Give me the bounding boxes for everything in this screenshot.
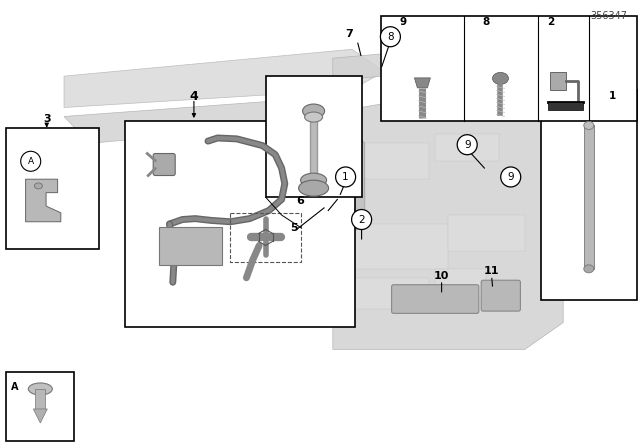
Bar (550, 72, 566, 90)
Circle shape (20, 151, 41, 171)
Polygon shape (33, 409, 47, 423)
Text: 1: 1 (342, 172, 349, 182)
Polygon shape (64, 99, 333, 143)
Bar (381, 16, 637, 121)
Text: 2: 2 (547, 17, 554, 26)
Bar (266, 76, 362, 197)
Ellipse shape (584, 121, 594, 129)
Text: 9: 9 (508, 172, 514, 182)
FancyBboxPatch shape (392, 285, 479, 313)
Text: 5: 5 (291, 224, 298, 233)
Circle shape (500, 167, 521, 187)
Bar (352, 143, 429, 179)
Text: 2: 2 (358, 215, 365, 224)
Polygon shape (548, 102, 583, 110)
Text: 9: 9 (399, 17, 407, 26)
Bar (6, 128, 99, 249)
Text: 1: 1 (609, 91, 616, 101)
Ellipse shape (305, 112, 323, 122)
Text: 10: 10 (434, 271, 449, 280)
Circle shape (351, 210, 372, 229)
Bar (35, 389, 45, 409)
Polygon shape (538, 54, 608, 112)
Ellipse shape (584, 265, 594, 273)
Text: 9: 9 (464, 140, 470, 150)
Bar (6, 372, 74, 441)
Text: A: A (28, 157, 34, 166)
FancyBboxPatch shape (153, 154, 175, 176)
FancyBboxPatch shape (159, 228, 222, 265)
Text: 8: 8 (483, 17, 490, 26)
Bar (352, 278, 429, 309)
Bar (584, 125, 594, 269)
Ellipse shape (303, 104, 324, 118)
Polygon shape (301, 121, 365, 237)
Text: 7: 7 (346, 30, 353, 39)
Ellipse shape (35, 183, 42, 189)
Polygon shape (64, 49, 384, 108)
Circle shape (380, 27, 401, 47)
Text: 3: 3 (43, 114, 51, 124)
FancyBboxPatch shape (481, 280, 520, 311)
Text: 356347: 356347 (590, 11, 627, 21)
Polygon shape (333, 81, 563, 349)
Text: 11: 11 (484, 266, 499, 276)
Ellipse shape (299, 180, 328, 196)
Ellipse shape (28, 383, 52, 395)
Ellipse shape (493, 73, 509, 84)
Text: 4: 4 (189, 90, 198, 103)
Bar (352, 224, 448, 269)
Polygon shape (415, 78, 431, 88)
Text: 6: 6 (296, 196, 304, 206)
Bar (541, 90, 637, 300)
Circle shape (457, 135, 477, 155)
Bar (230, 213, 301, 262)
Text: A: A (12, 382, 19, 392)
Bar (435, 269, 486, 296)
Bar (435, 134, 499, 161)
Circle shape (335, 167, 356, 187)
Polygon shape (26, 179, 61, 222)
Ellipse shape (301, 173, 326, 187)
Bar (448, 215, 525, 251)
Bar (125, 121, 355, 327)
Text: 8: 8 (387, 32, 394, 42)
Polygon shape (333, 31, 634, 81)
